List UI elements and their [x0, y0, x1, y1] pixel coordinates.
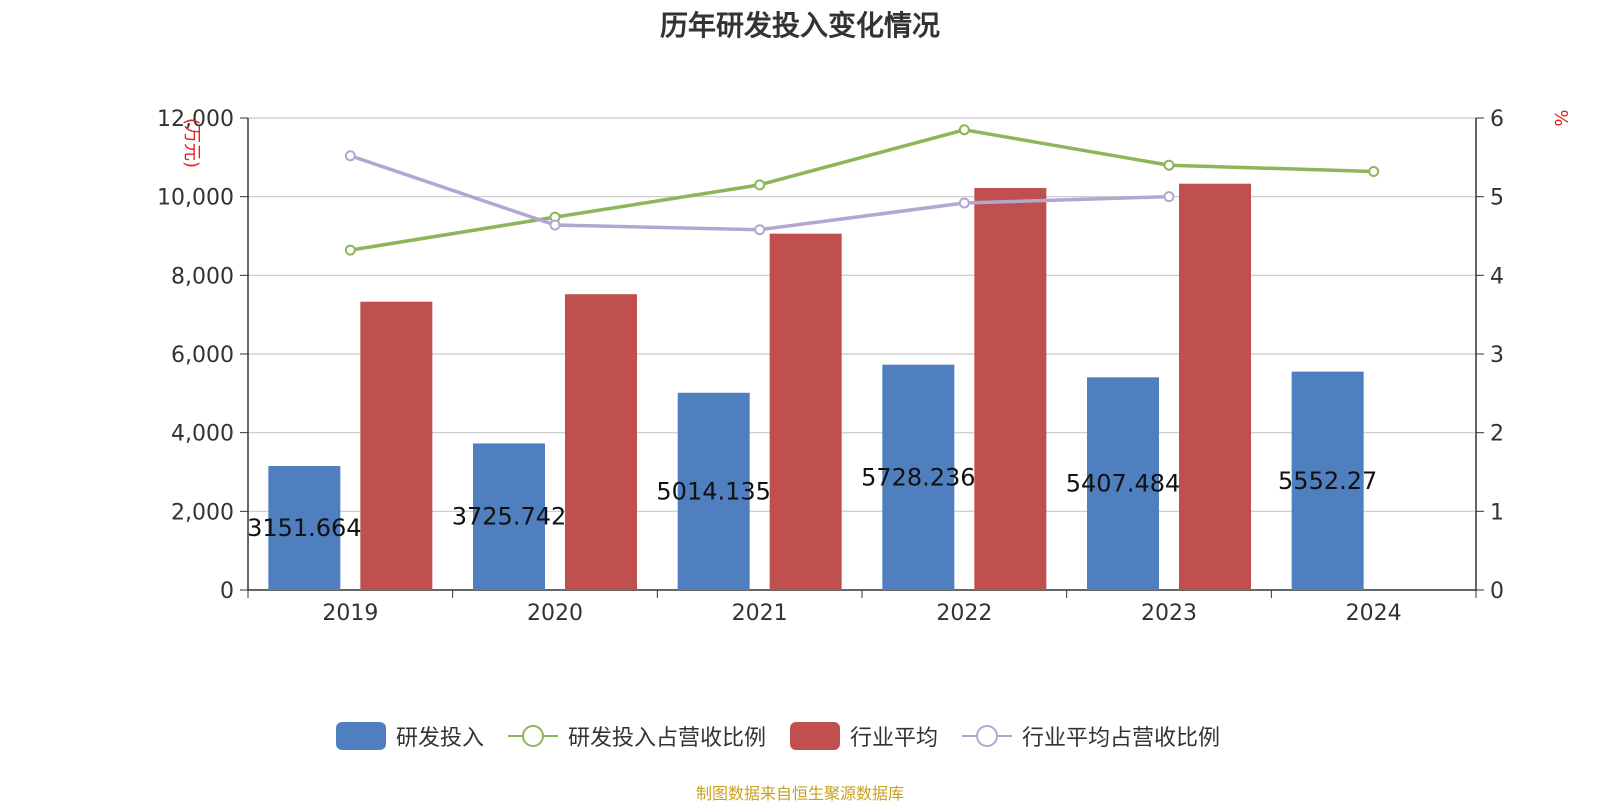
y-left-tick-label: 6,000: [171, 343, 234, 368]
line-point: [958, 197, 970, 209]
y-left-tick-label: 8,000: [171, 264, 234, 289]
legend-label: 行业平均占营收比例: [1022, 726, 1221, 751]
line-rd-ratio: [350, 128, 1374, 252]
bar-industry: [565, 294, 637, 590]
chart-title: 历年研发投入变化情况: [659, 9, 940, 42]
line-point: [1163, 159, 1175, 171]
bar-data-label: 3725.742: [452, 503, 567, 531]
bar-data-label: 5728.236: [861, 463, 976, 491]
bar-data-label: 5552.27: [1278, 467, 1377, 495]
line-point: [1163, 191, 1175, 203]
bar-industry: [1179, 183, 1251, 591]
y-right-tick-label: 3: [1490, 343, 1504, 368]
y-right-tick-label: 1: [1490, 500, 1504, 525]
y-right-tick-label: 0: [1490, 579, 1504, 604]
x-tick-label: 2019: [322, 601, 378, 626]
y-right-tick-label: 6: [1490, 107, 1504, 132]
legend-label: 研发投入: [396, 726, 485, 751]
y-left-tick-label: 4,000: [171, 422, 234, 447]
legend-label: 研发投入占营收比例: [568, 726, 767, 751]
legend-bar-swatch: [790, 722, 841, 750]
y-left-axis-label: (万元): [181, 118, 202, 168]
bar-data-label: 5407.484: [1066, 470, 1181, 498]
y-right-tick-label: 4: [1490, 264, 1504, 289]
y-left-tick-label: 2,000: [171, 500, 234, 525]
line-point: [754, 179, 766, 191]
line-point: [549, 219, 561, 231]
line-point: [958, 124, 970, 136]
bar-data-label: 5014.135: [656, 477, 771, 505]
legend-label: 行业平均: [850, 726, 939, 751]
chart-plot: 0 2,000 4,000 6,000 8,000 10,000 12,000 0 1 2 3 4 5 6…: [157, 107, 1571, 626]
legend-bar-swatch: [336, 722, 386, 750]
legend-item[interactable]: 研发投入: [336, 720, 484, 752]
line-point: [754, 224, 766, 236]
legend-line-swatch: [508, 722, 559, 750]
x-tick-label: 2021: [732, 601, 788, 626]
line-point: [344, 150, 356, 162]
bar-data-label: 3151.664: [247, 514, 362, 542]
legend-item[interactable]: 行业平均占营收比例: [962, 720, 1220, 752]
x-tick-label: 2020: [527, 601, 583, 626]
x-tick-label: 2022: [936, 601, 992, 626]
y-left-tick-label: 10,000: [157, 186, 234, 211]
x-tick-label: 2023: [1141, 601, 1197, 626]
legend-line-swatch: [962, 722, 1013, 750]
bar-rd: [473, 443, 545, 590]
bar-rd: [1087, 377, 1159, 590]
y-right-tick-label: 5: [1490, 186, 1504, 211]
x-tick-label: 2024: [1346, 601, 1402, 626]
chart-source: 制图数据来自恒生聚源数据库: [695, 784, 904, 803]
bar-industry: [360, 301, 433, 590]
legend-item[interactable]: 研发投入占营收比例: [508, 720, 766, 752]
line-point: [1368, 165, 1380, 177]
bar-industry: [769, 233, 842, 590]
bar-rd: [1291, 371, 1364, 590]
y-right-tick-label: 2: [1490, 422, 1504, 447]
bar-rd: [882, 364, 955, 590]
chart-legend: 研发投入 研发投入占营收比例 行业平均 行业平均占营收比例: [0, 716, 1600, 756]
y-left-tick-label: 0: [220, 579, 234, 604]
y-left-tick-label: 12,000: [157, 107, 234, 132]
line-point: [344, 244, 356, 256]
bar-rd: [677, 392, 750, 590]
bar-industry: [974, 188, 1047, 590]
y-right-axis-label: %: [1550, 109, 1571, 126]
bar-rd: [268, 466, 341, 590]
legend-item[interactable]: 行业平均: [790, 720, 938, 752]
